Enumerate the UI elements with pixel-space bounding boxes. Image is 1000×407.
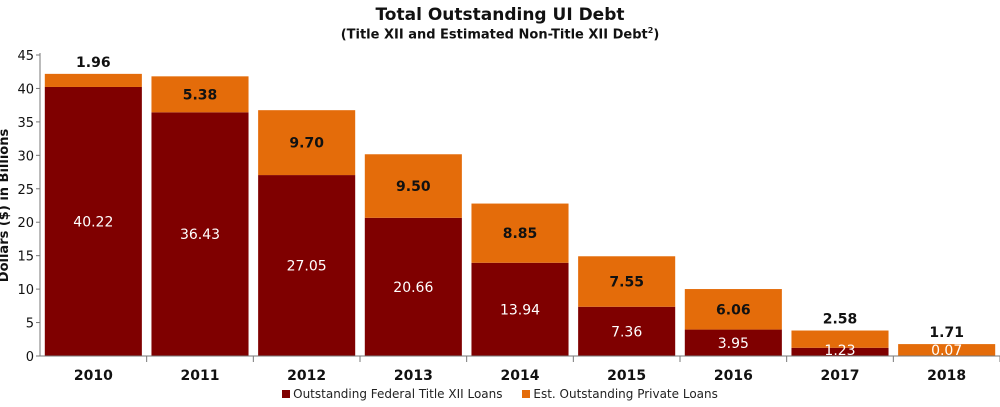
data-label-federal-2012: 27.05 [287,259,327,275]
bar-segment-private-2018 [898,344,996,356]
x-tick-label-2011: 2011 [181,368,220,384]
data-label-federal-2010: 40.22 [73,214,113,230]
bar-segment-federal-2014 [471,262,569,356]
data-label-federal-2016: 3.95 [718,336,749,352]
bar-segment-private-2016 [684,289,782,330]
legend-label-private: Est. Outstanding Private Loans [533,387,718,401]
bar-segment-federal-2012 [258,175,356,356]
bar-segment-private-2010 [44,73,142,87]
y-tick-label: 15 [17,250,34,265]
y-tick-label: 30 [17,149,34,164]
data-label-private-2013: 9.50 [396,179,431,195]
bar-segment-private-2017 [791,330,889,348]
bar-segment-private-2014 [471,203,569,263]
chart-title: Total Outstanding UI Debt [375,5,625,25]
x-tick-label-2015: 2015 [607,368,646,384]
legend-item-federal: Outstanding Federal Title XII Loans [282,387,503,401]
data-label-private-2011: 5.38 [183,87,218,103]
x-tick-label-2012: 2012 [287,368,326,384]
bar-segment-federal-2010 [44,86,142,356]
bar-segment-federal-2011 [151,112,249,356]
bar-segment-private-2013 [364,154,462,218]
data-label-federal-2011: 36.43 [180,227,220,243]
data-label-private-2016: 6.06 [716,302,751,318]
data-label-private-2012: 9.70 [289,136,324,152]
data-label-federal-2014: 13.94 [500,302,540,318]
data-label-private-2017: 2.58 [823,312,858,328]
chart-subtitle-end: ) [653,27,660,43]
data-label-private-2015: 7.55 [609,275,644,291]
data-label-federal-2017: 1.23 [824,343,855,359]
bar-segment-federal-2016 [684,329,782,356]
x-tick-label-2016: 2016 [714,368,753,384]
legend-label-federal: Outstanding Federal Title XII Loans [293,387,503,401]
y-tick-label: 0 [26,350,34,365]
bar-segment-private-2011 [151,76,249,113]
legend-item-private: Est. Outstanding Private Loans [522,387,718,401]
bar-segment-federal-2015 [578,306,676,356]
y-axis-title: Dollars ($) in Billions [0,129,12,283]
data-label-federal-2013: 20.66 [393,280,433,296]
data-label-federal-2018: 0.07 [931,343,962,359]
x-tick-label-2014: 2014 [501,368,540,384]
x-tick-label-2010: 2010 [74,368,113,384]
chart-legend: Outstanding Federal Title XII Loans Est.… [0,387,1000,401]
y-tick-label: 5 [26,317,34,332]
bar-segment-federal-2017 [791,347,889,356]
y-tick-label: 20 [17,216,34,231]
data-label-private-2018: 1.71 [929,325,964,341]
bar-segment-federal-2013 [364,217,462,356]
x-tick-label-2017: 2017 [821,368,860,384]
chart-subtitle-footnote: 2 [647,26,654,35]
y-tick-label: 40 [17,82,34,97]
data-label-private-2014: 8.85 [503,226,538,242]
chart-subtitle: (Title XII and Estimated Non-Title XII D… [0,26,1000,42]
bar-segment-private-2015 [578,256,676,307]
y-tick-label: 25 [17,183,34,198]
data-label-federal-2015: 7.36 [611,324,642,340]
y-tick-label: 45 [17,49,34,64]
data-label-private-2010: 1.96 [76,55,111,71]
legend-swatch-federal [282,390,291,398]
y-tick-label: 10 [17,283,34,298]
x-tick-label-2018: 2018 [927,368,966,384]
chart-subtitle-text: (Title XII and Estimated Non-Title XII D… [340,27,648,43]
x-tick-label-2013: 2013 [394,368,433,384]
y-tick-label: 35 [17,116,34,131]
bar-segment-private-2012 [258,110,356,176]
legend-swatch-private [522,390,531,398]
